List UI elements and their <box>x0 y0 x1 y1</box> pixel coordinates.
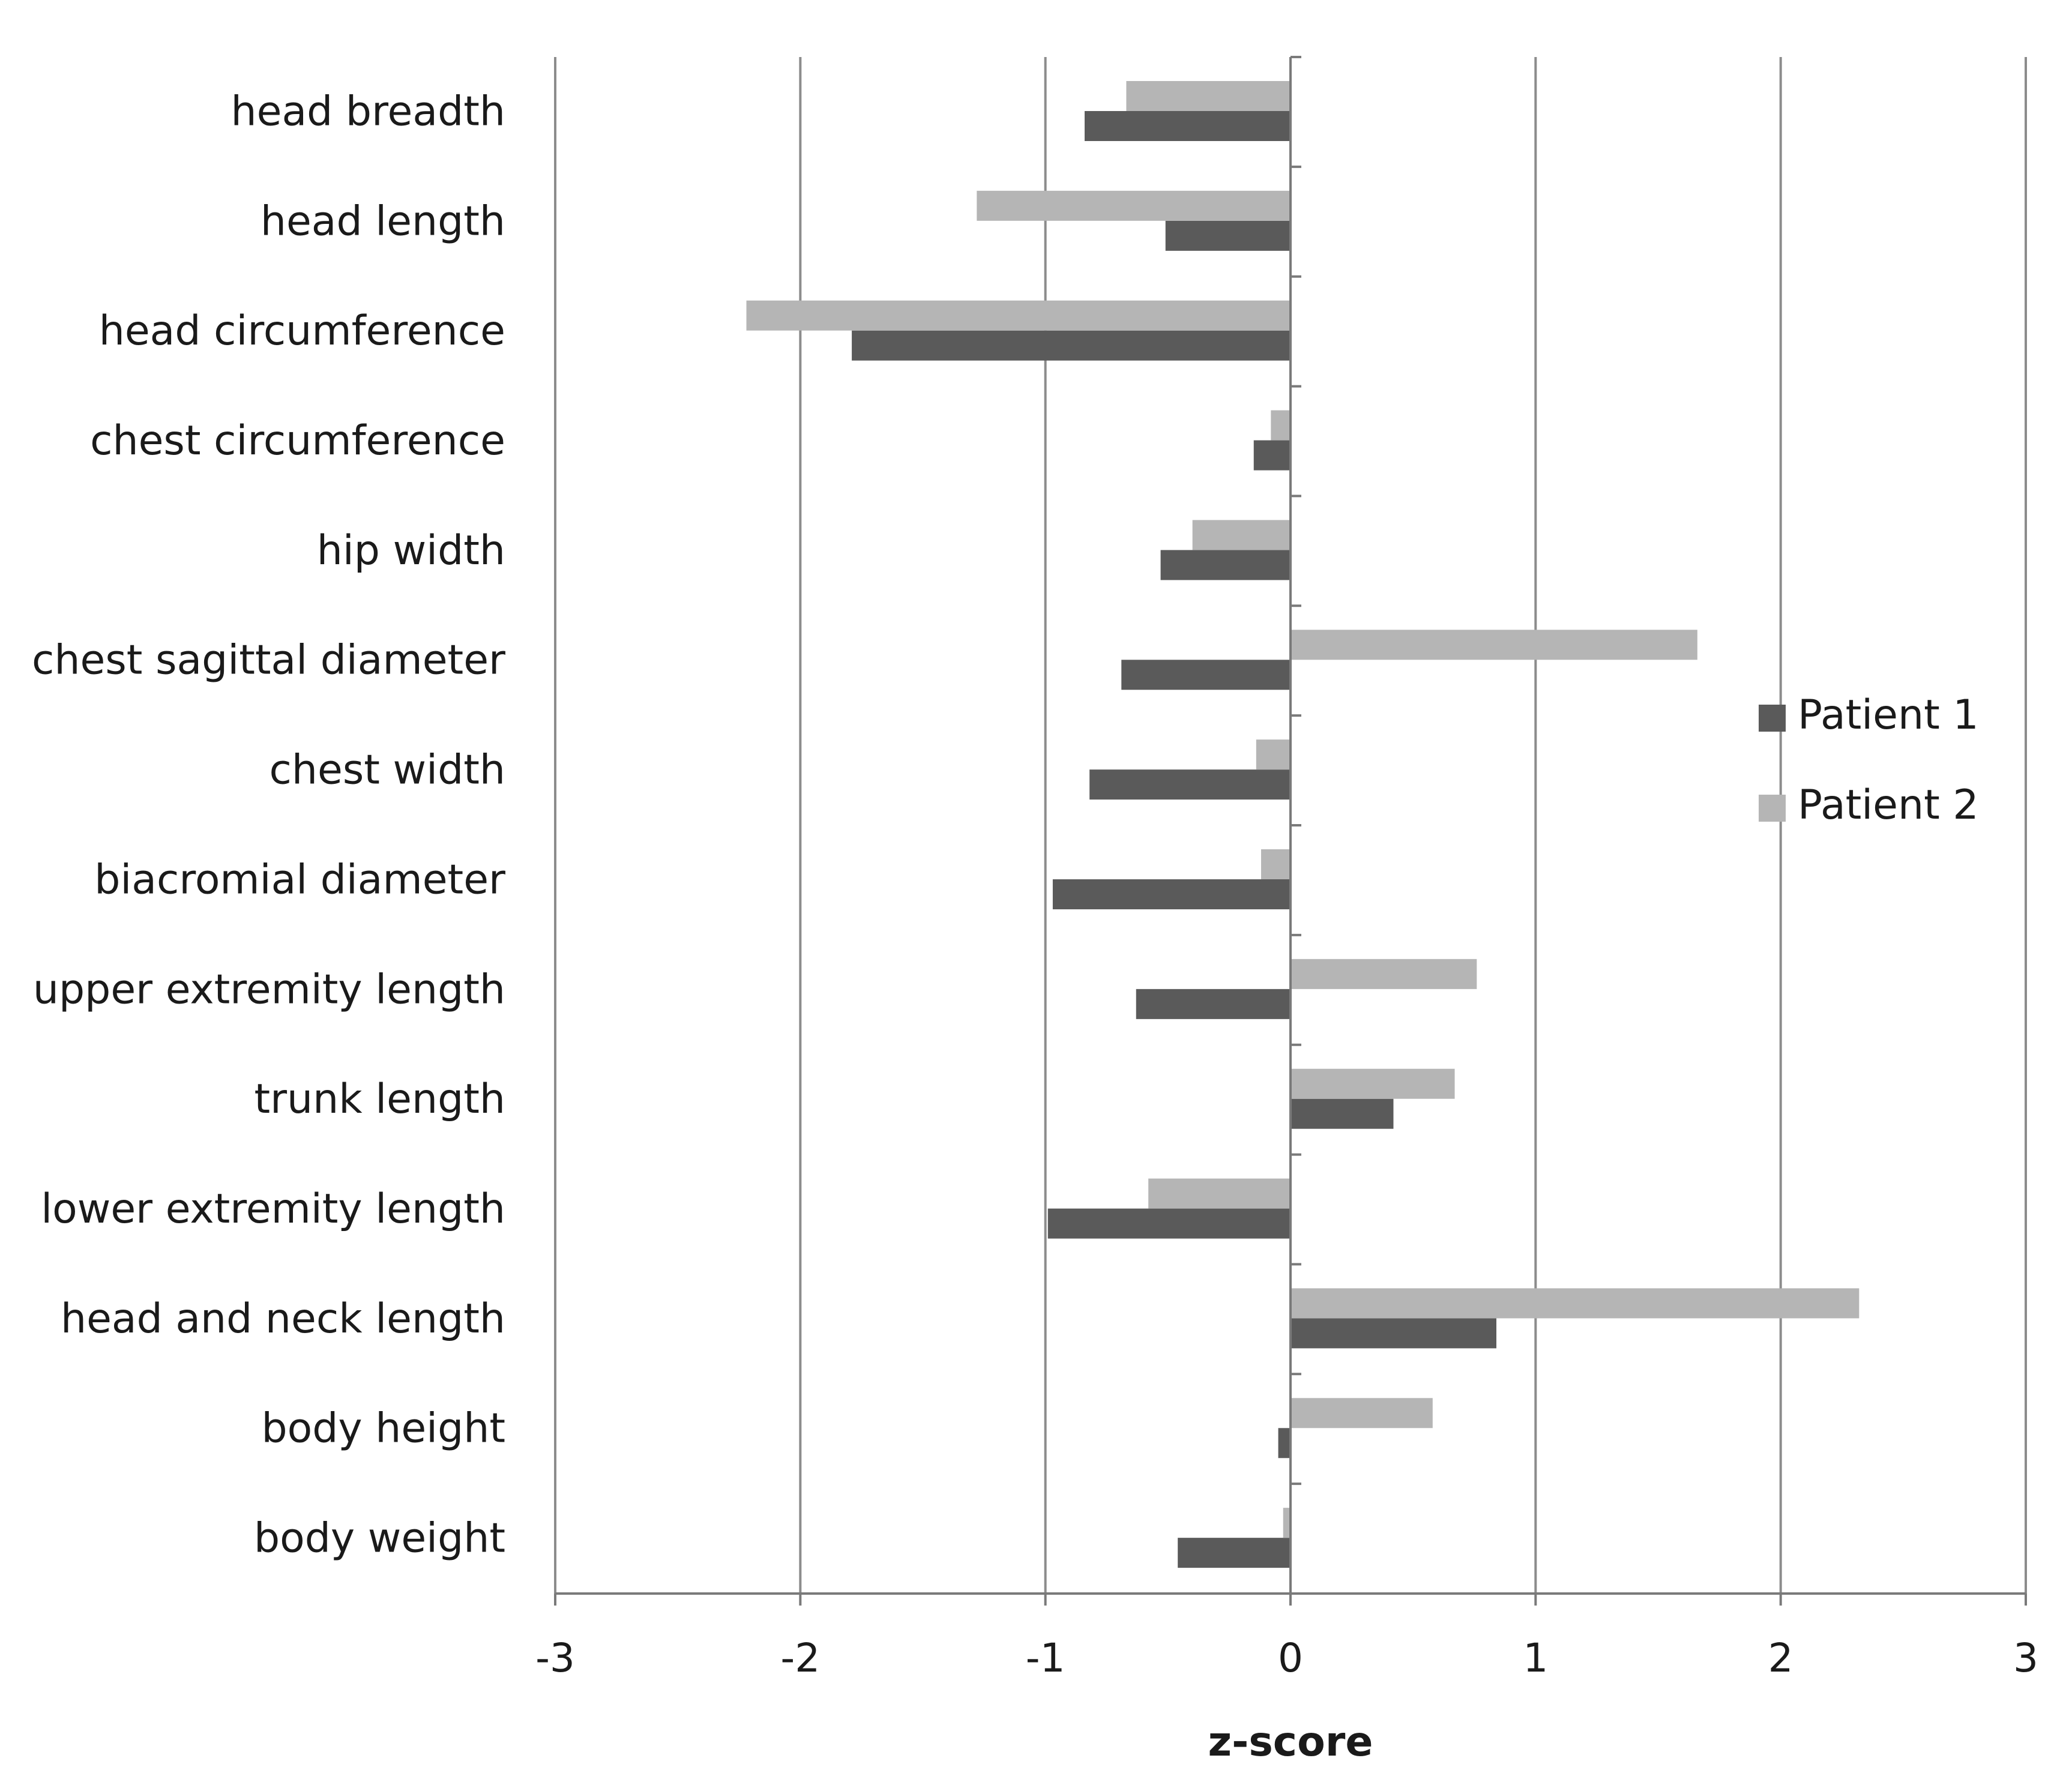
category-label: chest width <box>270 747 505 794</box>
bar-patient-1 <box>1178 1538 1290 1568</box>
bar-patient-2 <box>746 300 1290 331</box>
category-label: head and neck length <box>61 1295 505 1343</box>
bar-patient-2 <box>1290 1068 1455 1099</box>
bar-patient-2 <box>1290 630 1697 660</box>
bar-patient-2 <box>1290 1398 1433 1428</box>
bar-patient-2 <box>1290 959 1477 989</box>
category-label: biacromial diameter <box>94 856 505 903</box>
bar-patient-2 <box>1126 81 1290 111</box>
bar-patient-1 <box>1089 769 1290 800</box>
bar-patient-2 <box>1261 849 1290 879</box>
bar-patient-1 <box>1052 879 1290 909</box>
bar-patient-1 <box>1136 989 1290 1019</box>
x-axis-title: z-score <box>1208 1718 1373 1766</box>
x-tick-labels: -3 -2 -1 0 1 2 3 <box>535 1635 2038 1681</box>
legend: Patient 1 Patient 2 <box>1759 691 1979 829</box>
bar-patient-1 <box>852 330 1290 361</box>
x-tick-label: 3 <box>2013 1635 2038 1681</box>
bar-patient-2 <box>1271 410 1290 441</box>
bar-patient-2 <box>1290 1288 1860 1319</box>
x-tick-label: -2 <box>780 1635 820 1681</box>
category-label: upper extremity length <box>33 966 505 1013</box>
category-label: body weight <box>254 1515 505 1562</box>
category-label: chest sagittal diameter <box>32 637 505 684</box>
axes <box>554 56 2027 1606</box>
bar-patient-2 <box>1148 1178 1290 1209</box>
legend-label-patient-1: Patient 1 <box>1798 691 1979 739</box>
category-labels: head breadth head length head circumferenc… <box>32 88 505 1562</box>
category-label: chest circumference <box>90 417 505 465</box>
bar-patient-1 <box>1085 111 1290 141</box>
bar-patient-2 <box>1256 739 1290 770</box>
bar-patient-1 <box>1121 660 1290 690</box>
bar-patient-2 <box>977 190 1290 221</box>
bar-patient-1 <box>1290 1098 1394 1129</box>
bar-patient-1 <box>1160 550 1290 580</box>
category-label: hip width <box>317 527 505 574</box>
legend-label-patient-2: Patient 2 <box>1798 781 1979 829</box>
x-tick-label: 1 <box>1523 1635 1548 1681</box>
x-tick-label: -3 <box>535 1635 575 1681</box>
legend-swatch-patient-2 <box>1759 795 1786 822</box>
x-tick-label: 0 <box>1278 1635 1303 1681</box>
bar-patient-1 <box>1278 1428 1290 1458</box>
x-tick-label: -1 <box>1026 1635 1065 1681</box>
category-label: lower extremity length <box>41 1185 505 1233</box>
bar-patient-2 <box>1283 1508 1290 1538</box>
legend-swatch-patient-1 <box>1759 705 1786 732</box>
category-label: head length <box>261 197 505 245</box>
category-label: head breadth <box>231 88 505 135</box>
category-label: head circumference <box>99 307 505 355</box>
bar-patient-1 <box>1047 1208 1290 1239</box>
category-label: body height <box>261 1405 505 1452</box>
bar-patient-1 <box>1290 1318 1496 1349</box>
bar-patient-1 <box>1165 220 1290 251</box>
bars <box>746 81 1860 1568</box>
bar-patient-1 <box>1253 440 1290 471</box>
category-label: trunk length <box>254 1076 505 1123</box>
x-tick-label: 2 <box>1768 1635 1793 1681</box>
bar-patient-2 <box>1192 520 1290 550</box>
